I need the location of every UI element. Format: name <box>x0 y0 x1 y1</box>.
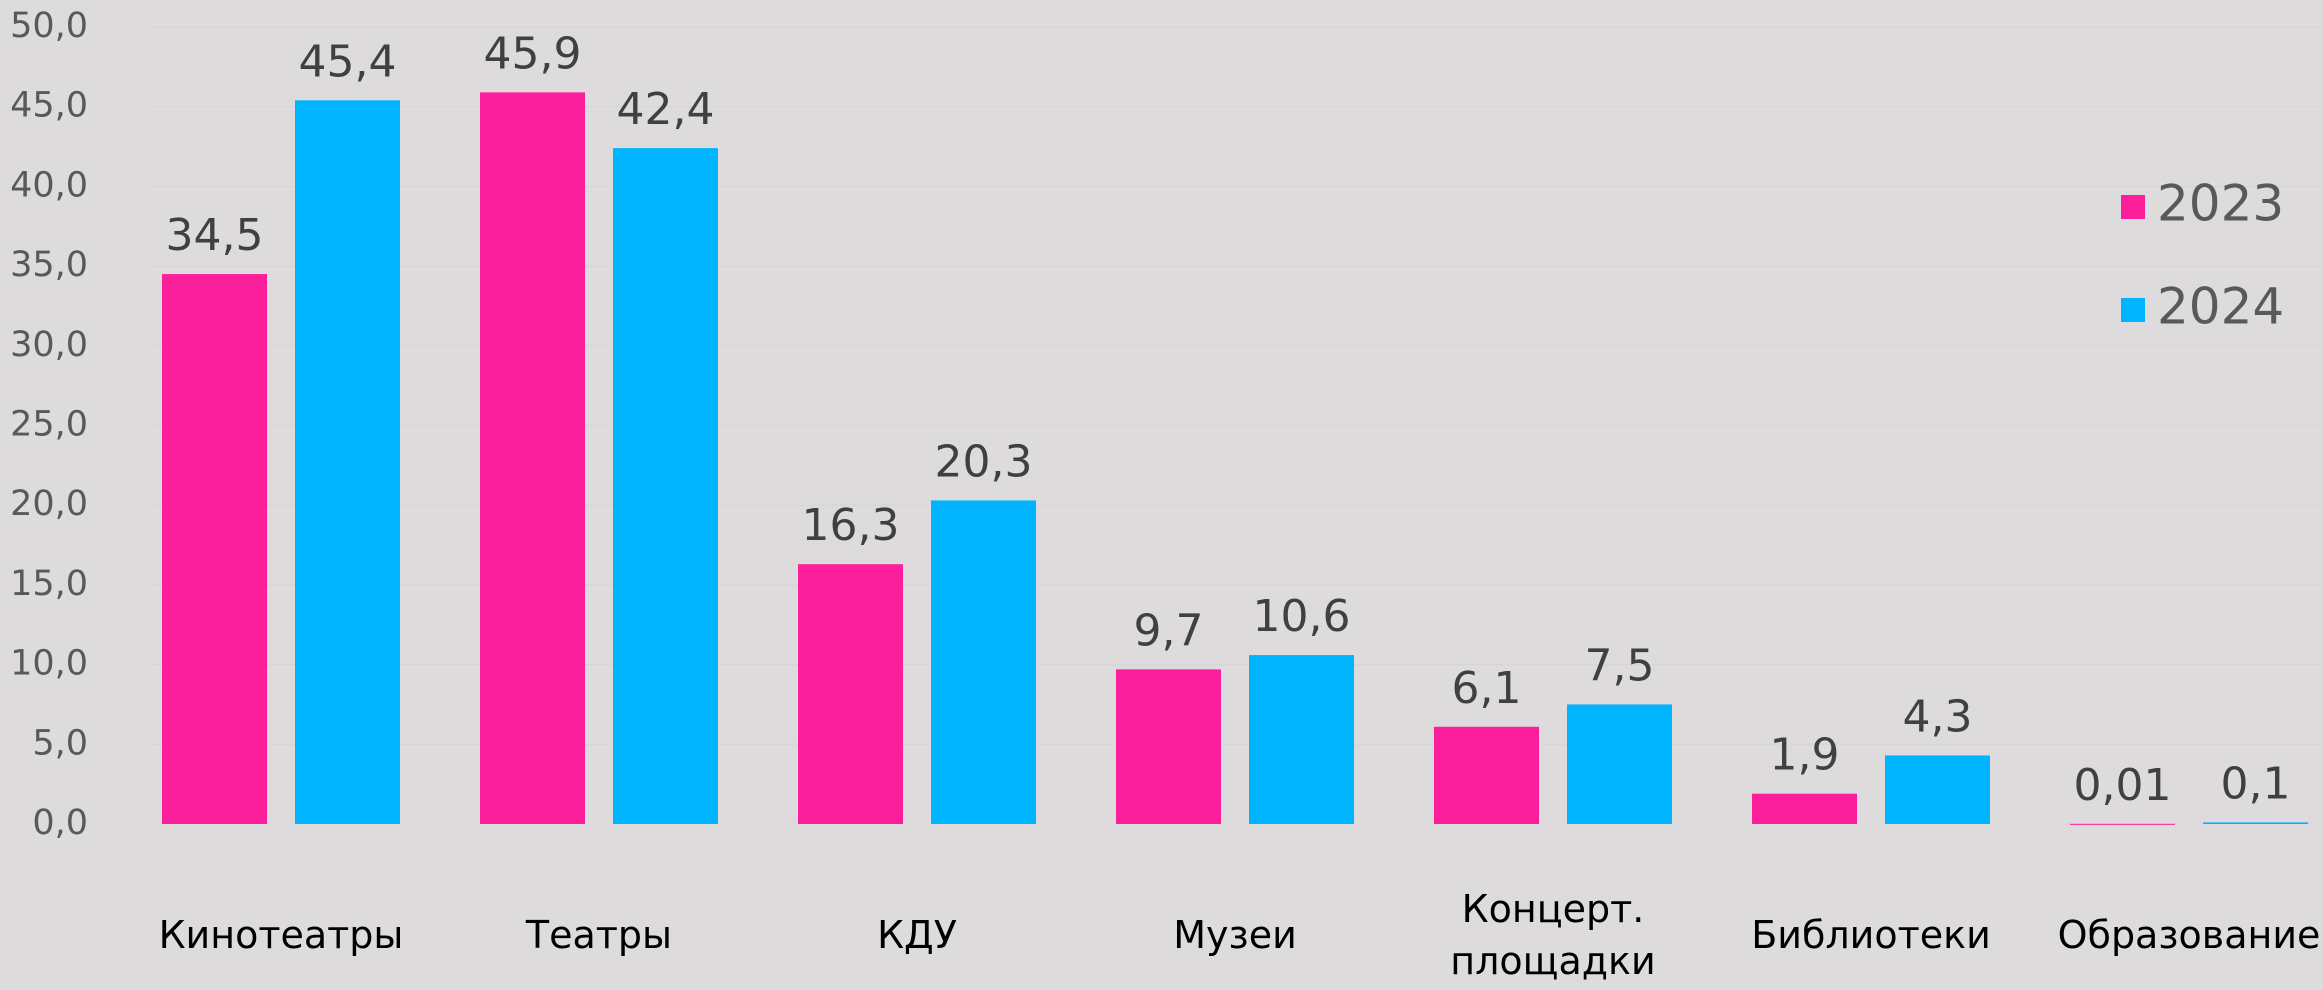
data-label: 0,01 <box>2074 760 2172 811</box>
bar <box>295 100 400 825</box>
data-label: 34,5 <box>166 210 264 261</box>
y-tick-label: 20,0 <box>10 484 88 524</box>
y-tick-label: 10,0 <box>10 644 88 684</box>
y-tick-label: 50,0 <box>10 6 88 46</box>
x-tick-label: КДУ <box>877 913 957 957</box>
y-tick-label: 45,0 <box>10 86 88 126</box>
bar <box>1434 726 1539 824</box>
data-label: 10,6 <box>1253 591 1351 642</box>
x-tick-label: Кинотеатры <box>158 913 404 957</box>
legend-label: 2023 <box>2157 175 2284 233</box>
data-label: 42,4 <box>617 84 715 135</box>
y-tick-label: 30,0 <box>10 325 88 365</box>
bar <box>480 92 585 824</box>
bar <box>1885 755 1990 824</box>
bar <box>798 564 903 824</box>
y-tick-label: 0,0 <box>32 803 88 843</box>
bar <box>162 274 267 824</box>
bar <box>1567 704 1672 824</box>
x-tick-label: Музеи <box>1173 913 1297 957</box>
data-label: 4,3 <box>1903 691 1973 742</box>
y-tick-label: 5,0 <box>32 723 88 763</box>
data-label: 45,4 <box>299 36 397 87</box>
x-tick-label: Концерт. площадки <box>1450 887 1656 983</box>
data-label: 45,9 <box>484 28 582 79</box>
x-tick-label: Образование <box>2057 913 2321 957</box>
x-tick-label: Театры <box>525 913 673 957</box>
x-tick-label: Библиотеки <box>1751 913 1991 957</box>
data-label: 20,3 <box>935 436 1033 487</box>
y-tick-label: 40,0 <box>10 165 88 205</box>
bar <box>1752 793 1857 824</box>
data-label: 9,7 <box>1134 605 1204 656</box>
legend-label: 2024 <box>2157 278 2284 336</box>
y-tick-label: 25,0 <box>10 405 88 445</box>
data-label: 16,3 <box>802 500 900 551</box>
y-tick-label: 15,0 <box>10 564 88 604</box>
legend-swatch <box>2121 195 2145 219</box>
data-label: 6,1 <box>1452 663 1522 714</box>
bar <box>1249 655 1354 824</box>
bar <box>931 500 1036 824</box>
bar <box>2070 823 2175 825</box>
bar <box>613 148 718 825</box>
y-tick-label: 35,0 <box>10 245 88 285</box>
bar <box>1116 669 1221 824</box>
data-label: 1,9 <box>1770 730 1840 781</box>
bar <box>2203 822 2308 824</box>
data-label: 7,5 <box>1585 640 1655 691</box>
legend-swatch <box>2121 298 2145 322</box>
data-label: 0,1 <box>2221 758 2291 809</box>
